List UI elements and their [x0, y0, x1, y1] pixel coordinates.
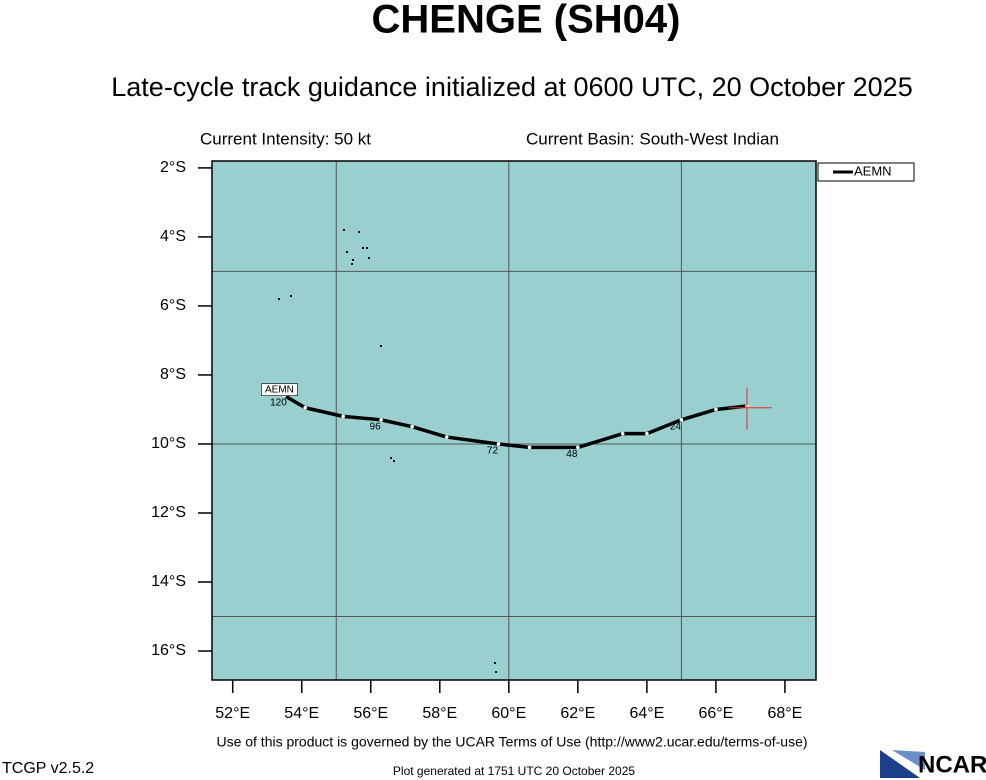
lead-hour: 96 [370, 421, 382, 432]
map-frame [211, 160, 817, 681]
title: CHENGE (SH04) [372, 0, 681, 42]
logo-text: NCAR [918, 751, 986, 778]
track-point [679, 418, 684, 422]
lead-hour: 72 [487, 446, 499, 457]
track-point [444, 435, 449, 439]
x-tick-label: 62°E [560, 705, 595, 722]
ocean [212, 161, 816, 680]
x-tick-label: 66°E [698, 705, 733, 722]
y-tick-label: 2°S [160, 159, 186, 176]
track-point [341, 414, 345, 419]
x-tick-label: 68°E [767, 705, 802, 722]
island [494, 662, 496, 664]
island [362, 247, 364, 249]
x-tick-label: 52°E [215, 705, 250, 722]
y-tick-label: 6°S [160, 297, 186, 314]
lead-hour: 24 [670, 421, 682, 432]
legend-label: AEMN [854, 163, 892, 178]
logo-mark [892, 750, 925, 770]
island [495, 671, 497, 673]
island [393, 460, 395, 462]
terms: Use of this product is governed by the U… [216, 734, 807, 750]
island [343, 229, 345, 231]
ncar-logo: NCAR [880, 750, 986, 778]
track-point [527, 445, 532, 450]
x-tick-label: 64°E [629, 705, 664, 722]
track-point [496, 442, 501, 446]
island [290, 295, 292, 297]
track-point [645, 431, 649, 436]
y-tick-label: 16°S [151, 642, 186, 659]
island [366, 247, 368, 249]
track-point [379, 418, 383, 422]
y-tick-label: 14°S [151, 573, 186, 590]
basin: Current Basin: South-West Indian [526, 129, 779, 148]
map: 52°E 54°E 56°E 58°E 60°E 62°E 64°E 66°E 68°E 2°S 4… [151, 159, 915, 722]
island [351, 263, 353, 265]
track-point [410, 424, 414, 429]
lead-hour: 48 [566, 449, 578, 460]
island [380, 345, 382, 347]
island [352, 259, 354, 261]
island [278, 298, 280, 300]
island [358, 231, 360, 233]
lead-hour: 120 [270, 397, 287, 408]
intensity: Current Intensity: 50 kt [200, 129, 371, 148]
y-tick-label: 12°S [151, 504, 186, 521]
y-tick-label: 10°S [151, 435, 186, 452]
x-tick-label: 56°E [353, 705, 388, 722]
x-tick-label: 58°E [422, 705, 457, 722]
subtitle: Late-cycle track guidance initialized at… [111, 72, 912, 102]
track-line [283, 394, 748, 450]
logo-mark [880, 750, 920, 778]
island [390, 457, 392, 459]
track-label-box [261, 383, 298, 396]
track-point [714, 407, 718, 412]
track-point [303, 405, 307, 410]
track-point [576, 445, 580, 450]
x-tick-label: 60°E [491, 705, 526, 722]
y-tick-label: 8°S [160, 366, 186, 383]
island [368, 257, 370, 259]
island [346, 251, 348, 253]
version: TCGP v2.5.2 [2, 760, 94, 777]
x-tick-label: 54°E [284, 705, 319, 722]
track-label: AEMN [265, 384, 294, 395]
track-point [620, 431, 625, 436]
y-tick-label: 4°S [160, 228, 186, 245]
legend-box [817, 162, 915, 182]
generated: Plot generated at 1751 UTC 20 October 20… [393, 764, 635, 778]
